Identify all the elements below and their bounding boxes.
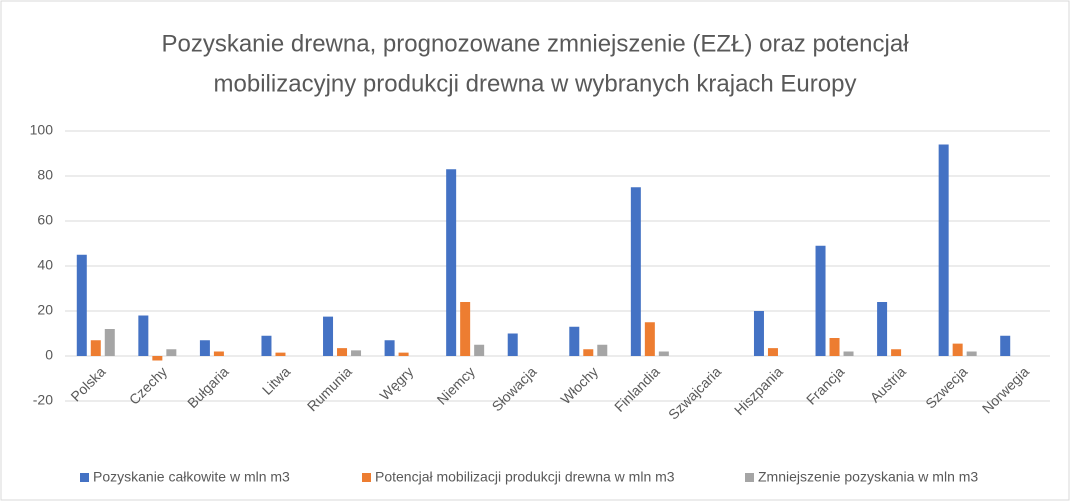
bar — [597, 344, 608, 356]
bar — [1000, 335, 1011, 356]
legend-swatch — [362, 473, 371, 482]
y-tick-label: -20 — [33, 392, 53, 408]
y-tick-label: 60 — [37, 212, 53, 228]
bar — [199, 340, 210, 356]
bar — [138, 315, 149, 356]
bar — [569, 326, 580, 356]
y-tick-label: 40 — [37, 257, 53, 273]
bar — [446, 169, 457, 356]
y-tick-label: 100 — [30, 122, 54, 138]
bar — [384, 340, 395, 356]
bar — [815, 245, 826, 356]
bar — [829, 338, 840, 356]
bar — [166, 349, 177, 356]
bar — [658, 351, 669, 356]
bar — [877, 302, 888, 356]
bar — [213, 351, 224, 356]
bar — [337, 348, 348, 356]
bar — [275, 352, 286, 356]
bar — [507, 333, 518, 356]
bar — [630, 187, 641, 356]
bar — [398, 352, 409, 356]
bar — [952, 343, 963, 356]
bar — [767, 348, 778, 356]
legend-label: Pozyskanie całkowite w mln m3 — [93, 469, 290, 485]
bar — [753, 311, 764, 356]
bar — [583, 349, 594, 356]
chart-title: Pozyskanie drewna, prognozowane zmniejsz… — [161, 30, 909, 57]
y-tick-label: 20 — [37, 302, 53, 318]
bar — [76, 254, 87, 356]
bar — [90, 340, 101, 356]
bar — [644, 322, 655, 356]
bar — [966, 351, 977, 356]
legend-swatch — [745, 473, 754, 482]
bar — [261, 335, 272, 356]
bar — [474, 344, 485, 356]
legend-label: Potencjał mobilizacji produkcji drewna w… — [375, 469, 675, 485]
bar — [843, 351, 854, 356]
bar — [104, 329, 115, 356]
bar — [351, 350, 362, 356]
legend-label: Zmniejszenie pozyskania w mln m3 — [758, 469, 978, 485]
bar — [460, 302, 471, 356]
bar — [938, 144, 949, 356]
chart-title: mobilizacyjny produkcji drewna w wybrany… — [214, 70, 857, 97]
bar — [152, 356, 163, 361]
y-tick-label: 0 — [45, 347, 53, 363]
legend-swatch — [80, 473, 89, 482]
y-tick-label: 80 — [37, 167, 53, 183]
bar — [323, 316, 334, 356]
bar — [891, 349, 902, 356]
